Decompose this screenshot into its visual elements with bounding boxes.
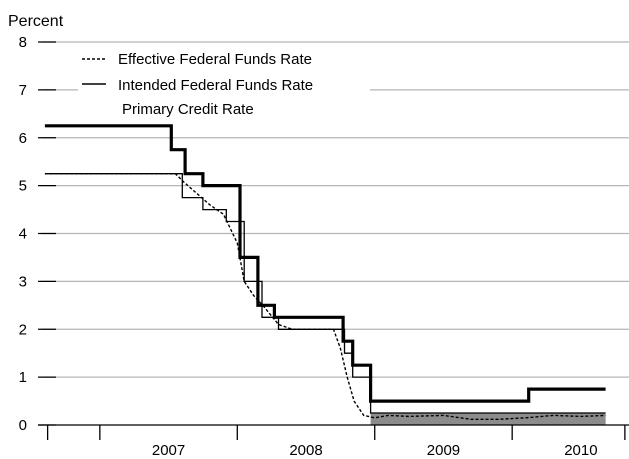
legend-label: Effective Federal Funds Rate	[118, 51, 312, 68]
y-tick-label: 8	[19, 34, 27, 51]
series-layer	[44, 124, 606, 420]
legend: Effective Federal Funds Rate Intended Fed…	[78, 49, 370, 121]
legend-box	[78, 49, 370, 121]
legend-label: Intended Federal Funds Rate	[118, 77, 313, 94]
x-tick-label: 2009	[427, 442, 460, 459]
y-tick-label: 3	[19, 273, 27, 290]
x-tick-label: 2007	[152, 442, 185, 459]
y-tick-label: 1	[19, 369, 27, 386]
intended-rate-line	[44, 173, 606, 414]
axes: 0 1 2 3 4 5 6 7 8 2007 2008 2009 2010	[19, 34, 629, 459]
primary-credit-rate-line	[44, 124, 606, 403]
y-axis-title: Percent	[8, 13, 64, 30]
legend-label: Primary Credit Rate	[122, 101, 254, 118]
y-tick-label: 4	[19, 226, 27, 243]
y-tick-label: 7	[19, 82, 27, 99]
y-tick-label: 2	[19, 321, 27, 338]
x-tick-label: 2008	[289, 442, 322, 459]
y-tick-label: 5	[19, 178, 27, 195]
y-tick-label: 0	[19, 417, 27, 434]
x-tick-label: 2010	[564, 442, 597, 459]
effective-rate-line	[44, 173, 606, 420]
y-tick-label: 6	[19, 130, 27, 147]
